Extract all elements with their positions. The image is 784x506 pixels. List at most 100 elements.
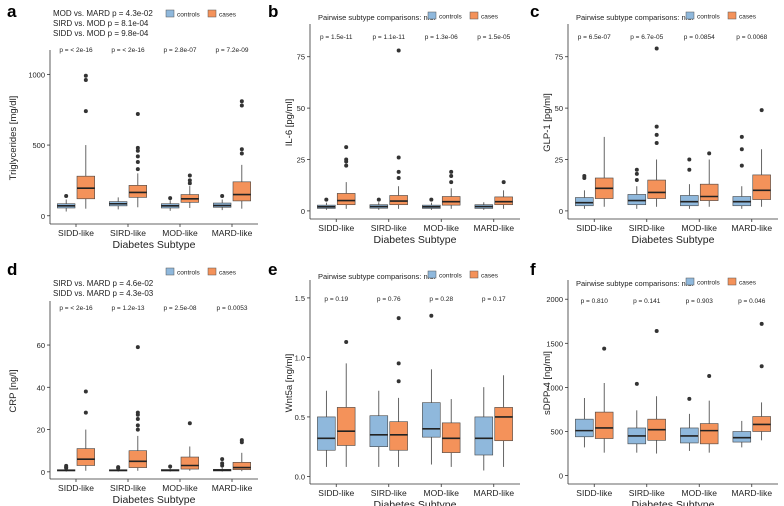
box-iqr [494, 196, 513, 206]
box-controls [317, 197, 336, 210]
box-cases [752, 108, 771, 207]
legend-label-controls: controls [697, 280, 721, 287]
outlier-point [187, 173, 192, 178]
x-tick-label: SIDD-like [576, 488, 612, 498]
outlier-point [344, 339, 349, 344]
p-value-label: p = 0.19 [324, 296, 348, 303]
y-axis-label: CRP [ng/l] [8, 369, 19, 412]
box-iqr [128, 185, 147, 198]
y-tick-label: 1500 [546, 339, 563, 348]
box-iqr [575, 418, 594, 438]
outlier-point [220, 457, 225, 462]
p-value-label: p = 6.5e-07 [578, 34, 611, 41]
box-cases [180, 173, 199, 208]
outlier-point [396, 48, 401, 53]
outlier-point [83, 109, 88, 114]
box-controls [109, 197, 128, 210]
box-iqr [441, 196, 461, 206]
box-controls [474, 202, 494, 210]
legend-label-cases: cases [739, 280, 757, 287]
box-cases [494, 180, 513, 209]
legend-label-cases: cases [481, 14, 499, 21]
legend-swatch-controls [427, 270, 437, 279]
box-iqr [128, 450, 147, 468]
y-tick-label: 2000 [546, 295, 563, 304]
x-tick-label: MARD-like [473, 488, 514, 498]
p-value-label: p = 0.0068 [736, 34, 767, 41]
legend-swatch-cases [727, 11, 737, 20]
outlier-point [582, 173, 587, 178]
box-iqr [699, 183, 719, 201]
x-axis-label: Diabetes Subtype [374, 499, 457, 506]
box-iqr [336, 407, 356, 446]
box-iqr [336, 193, 356, 206]
y-tick-label: 500 [550, 428, 563, 437]
legend-label-controls: controls [697, 14, 721, 21]
outlier-point [239, 147, 244, 152]
legend-swatch-cases [469, 11, 479, 20]
y-tick-label: 1.5 [295, 294, 305, 303]
outlier-point [739, 147, 744, 152]
panel-e: e 0.0 0.5 1.0 1.5 Wnt5a [ng/ml] SIDD-like SIRD-… [268, 260, 520, 506]
outlier-point [429, 313, 434, 318]
outlier-point [187, 421, 192, 426]
box-cases [389, 316, 408, 467]
box-controls [213, 457, 232, 472]
outlier-point [135, 345, 140, 350]
x-axis-label: Diabetes Subtype [113, 494, 196, 506]
outlier-point [376, 197, 381, 202]
y-axis-label: IL-6 [pg/ml] [284, 99, 295, 147]
y-tick-label: 0.0 [295, 472, 305, 481]
outlier-point [449, 180, 454, 185]
p-value-label: p = 6.7e-05 [630, 34, 663, 41]
outlier-point [449, 173, 454, 178]
outlier-point [239, 103, 244, 108]
x-axis-label: Diabetes Subtype [374, 234, 457, 246]
comparison-annotation: SIRD vs. MARD p = 4.6e-02 [53, 279, 154, 288]
x-tick-label: SIDD-like [576, 223, 612, 233]
outlier-point [396, 361, 401, 366]
outlier-point [396, 169, 401, 174]
box-iqr [680, 195, 699, 207]
comparison-annotation: Pairwise subtype comparisons: n.s. [576, 13, 694, 22]
outlier-point [135, 111, 140, 116]
x-tick-label: MARD-like [731, 223, 772, 233]
outlier-point [83, 73, 88, 78]
x-tick-label: MARD-like [731, 488, 772, 498]
outlier-point [396, 176, 401, 180]
box-controls [57, 193, 76, 212]
legend-swatch-cases [207, 9, 217, 18]
outlier-point [654, 124, 659, 129]
outlier-point [135, 427, 140, 432]
box-controls [109, 465, 128, 472]
outlier-point [324, 197, 329, 202]
box-iqr [647, 179, 666, 199]
outlier-point [739, 163, 744, 168]
outlier-point [687, 157, 692, 162]
y-axis-label: GLP-1 [pg/ml] [542, 93, 553, 152]
box-controls [369, 390, 389, 467]
outlier-point [220, 193, 225, 198]
x-tick-label: MARD-like [212, 483, 253, 493]
box-iqr [389, 421, 408, 451]
box-controls [422, 197, 441, 210]
y-tick-label: 500 [32, 141, 45, 150]
outlier-point [83, 410, 88, 415]
outlier-point [239, 151, 244, 156]
box-cases [389, 48, 408, 209]
box-iqr [575, 197, 594, 207]
outlier-point [687, 167, 692, 172]
box-controls [57, 463, 76, 472]
comparison-annotation: MOD vs. MARD p = 4.3e-02 [53, 9, 153, 18]
legend-swatch-cases [727, 277, 737, 286]
x-tick-label: SIRD-like [110, 228, 146, 238]
x-tick-label: SIRD-like [371, 223, 407, 233]
p-value-label: p = < 2e-16 [59, 305, 93, 312]
legend-label-controls: controls [177, 270, 201, 277]
outlier-point [135, 423, 140, 428]
box-iqr [180, 456, 199, 470]
p-value-label: p = < 2e-16 [111, 47, 145, 54]
box-cases [494, 375, 513, 467]
box-cases [699, 373, 719, 453]
outlier-point [396, 316, 401, 321]
